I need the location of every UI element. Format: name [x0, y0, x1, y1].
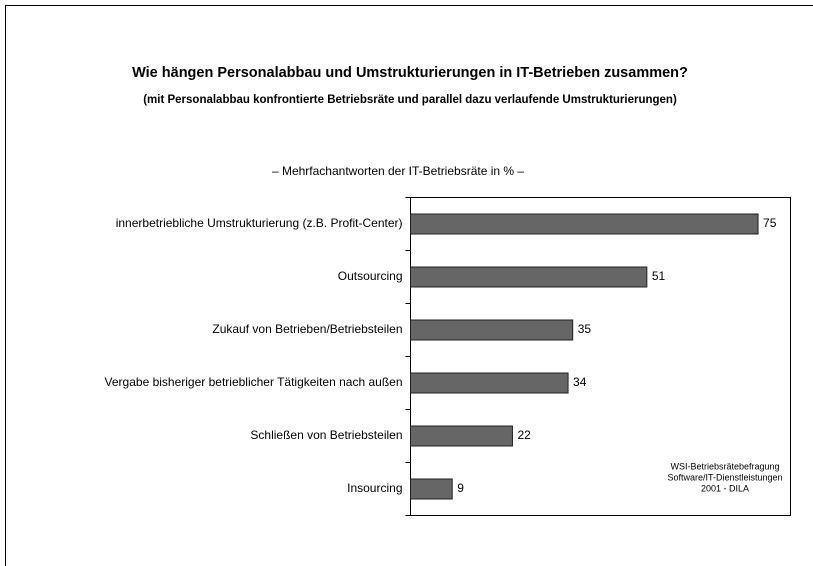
value-label: 34	[573, 375, 587, 389]
bar	[410, 425, 513, 447]
value-label: 51	[652, 269, 666, 283]
bar	[410, 213, 759, 235]
source-note: WSI-Betriebsrätebefragung	[670, 461, 779, 471]
category-label: Vergabe bisheriger betrieblicher Tätigke…	[105, 375, 403, 389]
chart-title: Wie hängen Personalabbau und Umstrukturi…	[132, 65, 688, 81]
bar	[410, 319, 574, 341]
bar	[410, 372, 569, 394]
source-note: 2001 - DILA	[701, 483, 749, 493]
category-label: Schließen von Betriebsteilen	[250, 428, 402, 442]
chart-subtitle: (mit Personalabbau konfrontierte Betrieb…	[143, 94, 677, 106]
value-label: 35	[578, 322, 592, 336]
value-label: 22	[517, 428, 531, 442]
category-label: Zukauf von Betrieben/Betriebsteilen	[212, 322, 402, 336]
value-label: 9	[457, 481, 464, 495]
category-label: innerbetriebliche Umstrukturierung (z.B.…	[116, 216, 403, 230]
category-label: Outsourcing	[338, 269, 403, 283]
bar	[410, 266, 648, 288]
category-label: Insourcing	[347, 481, 402, 495]
value-label: 75	[763, 216, 777, 230]
frame	[5, 5, 813, 566]
bar	[410, 478, 453, 500]
source-note: Software/IT-Dienstleistungen	[667, 472, 782, 482]
note: – Mehrfachantworten der IT-Betriebsräte …	[272, 164, 524, 178]
